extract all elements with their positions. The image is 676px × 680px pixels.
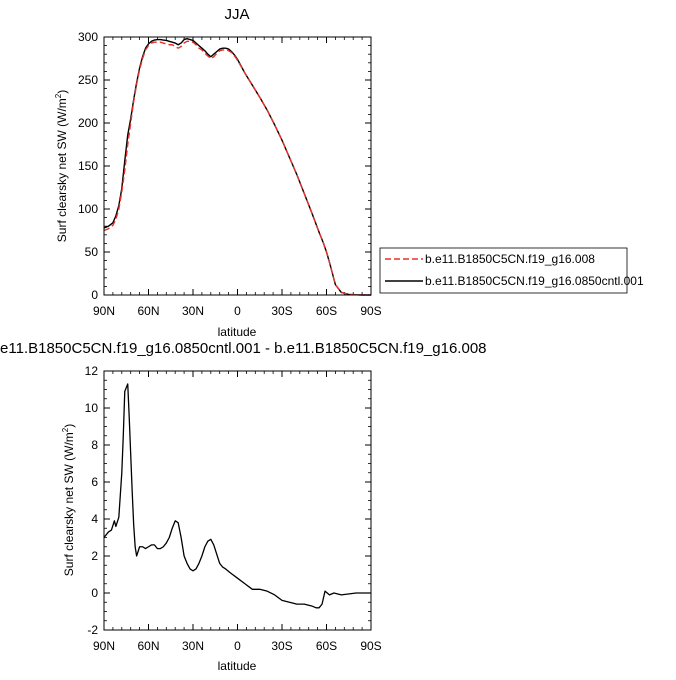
top-y-tick-label: 150 [78, 159, 98, 173]
bottom-chart-x-axis-label: latitude [218, 659, 257, 673]
top-y-tick-label: 200 [78, 116, 98, 130]
top-chart-x-axis-label: latitude [218, 325, 257, 339]
top-x-tick-label: 0 [234, 304, 241, 318]
bottom-x-tick-label: 60N [137, 639, 159, 653]
top-x-tick-label: 90N [93, 304, 115, 318]
bottom-y-tick-label: 2 [91, 549, 98, 563]
top-x-tick-label: 30S [271, 304, 292, 318]
bottom-chart-y-axis-label: Surf clearsky net SW (W/m2) [61, 424, 76, 576]
legend-box [379, 247, 628, 294]
legend-label-series-1: b.e11.B1850C5CN.f19_g16.008 [425, 252, 595, 266]
top-y-tick-label: 250 [78, 73, 98, 87]
top-y-tick-label: 50 [85, 245, 99, 259]
bottom-x-tick-label: 30N [182, 639, 204, 653]
bottom-y-tick-label: 12 [85, 364, 99, 378]
top-chart-ticks [103, 36, 372, 296]
top-y-tick-label: 100 [78, 202, 98, 216]
bottom-x-tick-label: 30S [271, 639, 292, 653]
bottom-chart-ticks [103, 370, 372, 631]
top-y-tick-label: 300 [78, 30, 98, 44]
top-x-tick-label: 60N [137, 304, 159, 318]
bottom-x-tick-label: 90S [360, 639, 381, 653]
bottom-y-tick-label: 4 [91, 512, 98, 526]
top-chart-y-axis-label: Surf clearsky net SW (W/m2) [54, 90, 69, 242]
top-x-tick-label: 60S [316, 304, 337, 318]
top-chart-tick-labels: 0 50 100 150 200 250 300 90N 60N 30N 0 30S 60S 90S [78, 30, 382, 318]
bottom-chart-tick-labels: -2 0 2 4 6 8 10 12 90N 60N 30N 0 30S 60S 90S [85, 364, 382, 653]
bottom-y-tick-label: 6 [91, 475, 98, 489]
top-x-tick-label: 90S [360, 304, 381, 318]
bottom-x-tick-label: 90N [93, 639, 115, 653]
top-series-line-2 [103, 38, 371, 296]
bottom-y-tick-label: 10 [85, 401, 99, 415]
top-chart-plot-frame [103, 36, 372, 296]
bottom-y-tick-label: -2 [87, 623, 98, 637]
top-chart-series [103, 38, 371, 296]
bottom-y-tick-label: 8 [91, 438, 98, 452]
bottom-chart-panel: b.e11.B1850C5CN.f19_g16.0850cntl.001 - b… [0, 340, 486, 673]
top-chart-panel: JJA 0 50 100 150 200 250 300 90N 60N 30N 0 30S 60S 90… [54, 6, 644, 339]
bottom-x-tick-label: 60S [316, 639, 337, 653]
bottom-series-line-1 [103, 383, 371, 609]
top-chart-title: JJA [224, 6, 249, 23]
bottom-chart-series [103, 383, 371, 609]
bottom-x-tick-label: 0 [234, 639, 241, 653]
top-series-line-1 [103, 40, 371, 296]
top-y-tick-label: 0 [91, 288, 98, 302]
legend-label-series-2: b.e11.B1850C5CN.f19_g16.0850cntl.001 [425, 274, 644, 288]
top-chart-legend: b.e11.B1850C5CN.f19_g16.008 b.e11.B1850C… [379, 247, 644, 294]
bottom-chart-title: b.e11.B1850C5CN.f19_g16.0850cntl.001 - b… [0, 340, 486, 357]
top-x-tick-label: 30N [182, 304, 204, 318]
bottom-y-tick-label: 0 [91, 586, 98, 600]
bottom-chart-plot-frame [103, 370, 372, 631]
